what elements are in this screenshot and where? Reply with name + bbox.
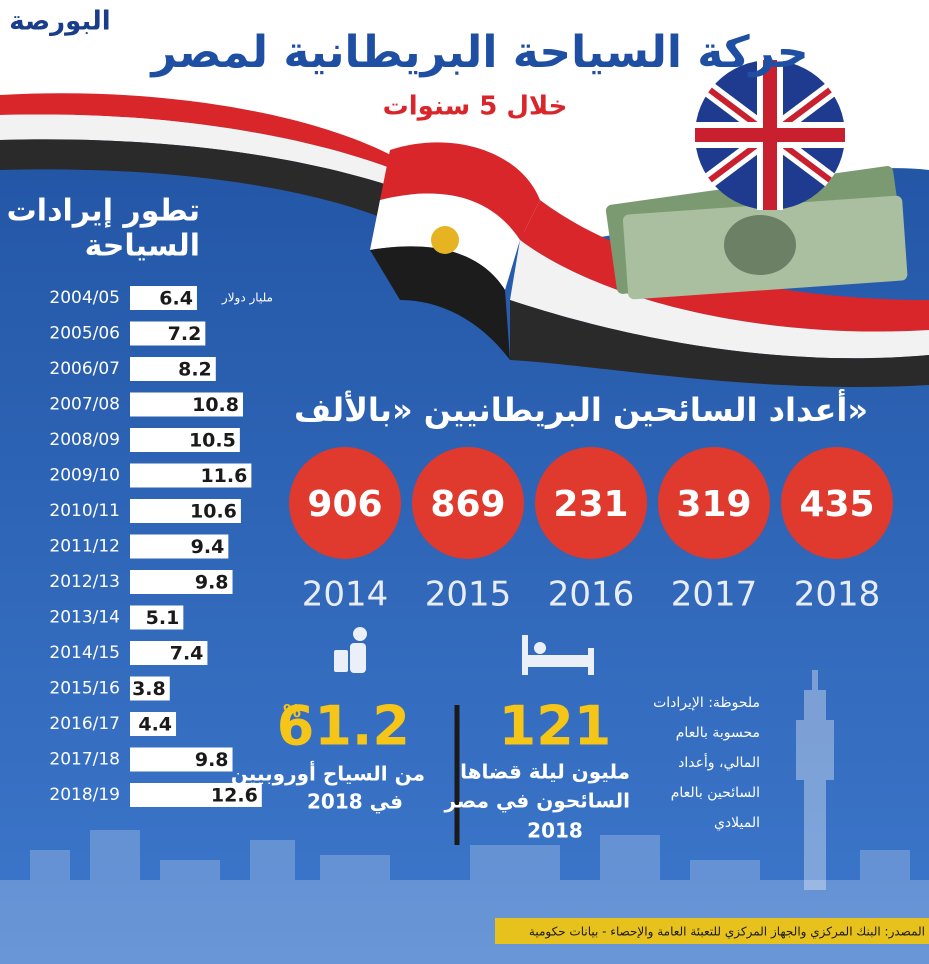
bar — [130, 605, 184, 630]
note: ملحوظة: الإيرادات — [653, 695, 760, 711]
bar — [130, 783, 262, 807]
chart-title: السياحة — [85, 229, 200, 264]
source-bar — [495, 918, 929, 944]
section-title: أعداد السائحين البريطانيين «بالألف» — [294, 389, 868, 429]
ribbon-white — [0, 114, 430, 200]
value-label: 10.8 — [192, 394, 239, 416]
stat-unit: % — [283, 701, 301, 722]
stat-text: في 2018 — [307, 790, 403, 815]
year-label: 2017 — [671, 575, 758, 615]
tourist-circle — [289, 447, 401, 559]
unit: مليار دولار — [221, 291, 273, 306]
stat-text: 2018 — [527, 819, 583, 843]
bar — [130, 676, 170, 701]
value-label: 4.4 — [138, 714, 172, 736]
year-label: 2018 — [794, 575, 881, 615]
top-panel — [0, 0, 929, 240]
stat-text: السائحون في مصر — [443, 789, 630, 814]
value-label: 6.4 — [159, 288, 193, 310]
value-label: 3.8 — [132, 678, 166, 700]
money — [605, 166, 908, 300]
category-label: 2017/18 — [49, 750, 120, 770]
bed-icon — [522, 635, 594, 675]
category-label: 2014/15 — [49, 643, 120, 663]
value-label: 5.1 — [146, 607, 180, 629]
stat-value: 121 — [499, 695, 612, 758]
tourist-circle — [412, 447, 524, 559]
value-label: 8.2 — [178, 359, 212, 381]
bar — [130, 747, 233, 772]
source: المصدر: البنك المركزي والجهاز المركزي لل… — [529, 925, 925, 940]
bar — [130, 534, 229, 559]
value-label: 9.4 — [191, 536, 225, 558]
bar — [130, 428, 240, 452]
value-label: 9.8 — [195, 572, 229, 594]
year-label: 2015 — [425, 575, 512, 615]
category-label: 2008/09 — [49, 430, 120, 450]
tourist-circle — [535, 447, 647, 559]
note: السائحين بالعام — [671, 785, 760, 801]
year-label: 2014 — [302, 575, 389, 615]
ribbon-red — [0, 93, 420, 180]
category-label: 2015/16 — [49, 679, 120, 699]
value-label: 10.6 — [190, 501, 237, 523]
logo: البورصة — [9, 7, 110, 37]
bar — [130, 570, 233, 594]
category-label: 2005/06 — [49, 324, 120, 344]
note: المالي، وأعداد — [678, 753, 760, 771]
cairo-tower — [796, 670, 834, 890]
ribbon-white-right — [510, 240, 929, 359]
bar — [130, 286, 197, 310]
eagle — [431, 226, 459, 254]
uk-flag — [695, 60, 845, 210]
category-label: 2016/17 — [49, 714, 120, 734]
ribbon-black-right — [510, 300, 929, 388]
bar — [130, 357, 216, 381]
bar — [130, 712, 177, 736]
year-label: 2016 — [548, 575, 635, 615]
stat-text: من السياح أوروبيين — [231, 760, 425, 786]
bar — [130, 392, 243, 417]
flag-black — [370, 246, 510, 360]
value-label: 9.8 — [195, 749, 229, 771]
bar — [130, 321, 206, 346]
ribbon-black — [0, 139, 430, 230]
stat-value: 61.2 — [277, 695, 410, 758]
value-label: 7.2 — [168, 323, 202, 345]
category-label: 2006/07 — [49, 359, 120, 379]
category-label: 2013/14 — [49, 608, 120, 628]
tourist-circle — [658, 447, 770, 559]
category-label: 2009/10 — [49, 466, 120, 486]
note: محسوبة بالعام — [676, 725, 760, 741]
title: حركة السياحة البريطانية لمصر — [149, 27, 808, 78]
stat-text: مليون ليلة قضاها — [460, 760, 630, 784]
ribbon-red-right — [520, 200, 929, 332]
subtitle: خلال 5 سنوات — [383, 92, 568, 122]
category-label: 2004/05 — [49, 288, 120, 308]
category-label: 2018/19 — [49, 785, 120, 805]
bar — [130, 463, 252, 488]
value-label: 10.5 — [189, 430, 236, 452]
tourist-circle — [781, 447, 893, 559]
tourist-value: 869 — [430, 484, 505, 525]
chart-title: تطور إيرادات — [7, 194, 200, 229]
value-label: 11.6 — [200, 465, 247, 487]
tourist-value: 319 — [676, 484, 751, 525]
bar — [130, 499, 241, 523]
category-label: 2010/11 — [49, 501, 120, 521]
tourist-value: 231 — [553, 484, 628, 525]
tourist-value: 435 — [799, 484, 874, 525]
value-label: 7.4 — [170, 643, 204, 665]
value-label: 12.6 — [211, 785, 258, 807]
tourist-value: 906 — [307, 484, 382, 525]
category-label: 2011/12 — [49, 537, 120, 557]
bar — [130, 641, 208, 665]
flag-red — [380, 142, 540, 240]
luggage-icon — [334, 627, 367, 673]
note: الميلادي — [714, 815, 760, 831]
category-label: 2012/13 — [49, 572, 120, 592]
category-label: 2007/08 — [49, 395, 120, 415]
